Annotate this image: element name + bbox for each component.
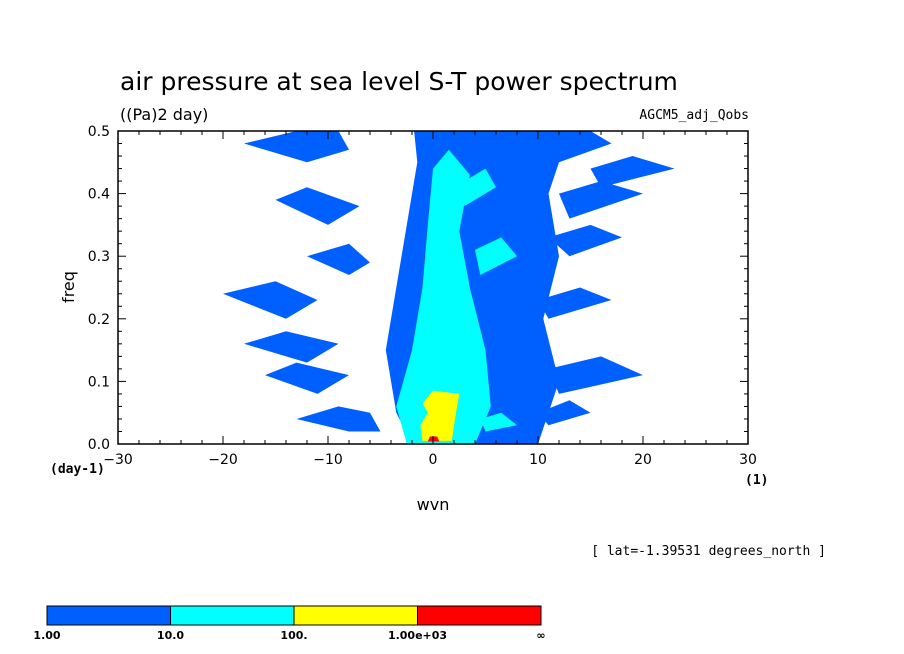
y-tick-label: 0.4 [88,187,110,203]
contour-region-level-1 [464,168,496,207]
chart-title: air pressure at sea level S-T power spec… [120,67,678,96]
contour-region-level-0 [548,356,643,394]
x-ticks: −30 −20 −10 0 10 20 30 [103,131,757,468]
contour-region-level-0 [538,400,591,426]
colorbar-swatch [170,605,295,626]
dataset-label: AGCM5_adj_Qobs [639,108,749,123]
colorbar: 1.00 10.0 100. 1.00e+03 ∞ [33,605,546,642]
colorbar-level-label: 1.00 [33,629,60,642]
contour-region-level-2 [420,390,460,441]
y-axis-label: freq [59,271,78,303]
y-tick-label: 0.5 [88,124,110,140]
chart-units: ((Pa)2 day) [120,105,208,124]
x-axis-label: wvn [417,495,450,514]
x-tick-label: −10 [313,452,343,468]
contour-regions [223,131,675,445]
colorbar-level-label: ∞ [536,629,545,642]
x-unit-label: (1) [745,473,768,488]
contour-region-level-0 [275,187,360,225]
y-tick-label: 0.2 [88,312,110,328]
colorbar-level-label: 100. [280,629,307,642]
y-unit-label: (day-1) [50,462,105,477]
y-ticks: 0.0 0.1 0.2 0.3 0.4 0.5 [88,124,748,453]
contour-region-level-0 [307,243,370,275]
colorbar-level-label: 10.0 [157,629,184,642]
colorbar-swatch [293,605,418,626]
contour-region-level-0 [538,287,612,319]
x-tick-label: 30 [739,452,757,468]
contour-region-level-0 [296,406,381,432]
contour-region-level-1 [396,149,491,445]
x-tick-label: 10 [529,452,547,468]
contour-region-level-0 [543,131,612,163]
contour-region-level-3 [427,436,440,442]
y-tick-label: 0.1 [88,374,110,390]
contour-region-level-0 [265,362,349,394]
contour-region-level-1 [475,237,517,275]
x-tick-label: 0 [429,452,438,468]
contour-region-level-0 [559,181,643,219]
y-tick-label: 0.0 [88,437,110,453]
x-tick-label: −30 [103,452,133,468]
contour-region-level-1 [480,412,517,432]
x-tick-label: 20 [634,452,652,468]
contour-region-level-0 [548,224,622,257]
contour-region-level-0 [244,131,349,163]
contour-region-level-0 [223,281,318,319]
colorbar-level-label: 1.00e+03 [388,629,447,642]
colorbar-swatch [46,605,171,626]
x-tick-label: −20 [208,452,238,468]
contour-region-level-0 [244,331,339,363]
y-tick-label: 0.3 [88,249,110,265]
lat-annotation: [ lat=-1.39531 degrees_north ] [591,544,826,559]
contour-region-level-0 [590,156,675,188]
colorbar-swatch [417,605,542,626]
